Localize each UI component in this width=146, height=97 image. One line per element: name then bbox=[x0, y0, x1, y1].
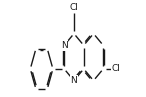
Text: N: N bbox=[61, 41, 68, 50]
Text: N: N bbox=[71, 76, 77, 85]
Text: Cl: Cl bbox=[69, 3, 78, 12]
Text: Cl: Cl bbox=[111, 64, 120, 73]
